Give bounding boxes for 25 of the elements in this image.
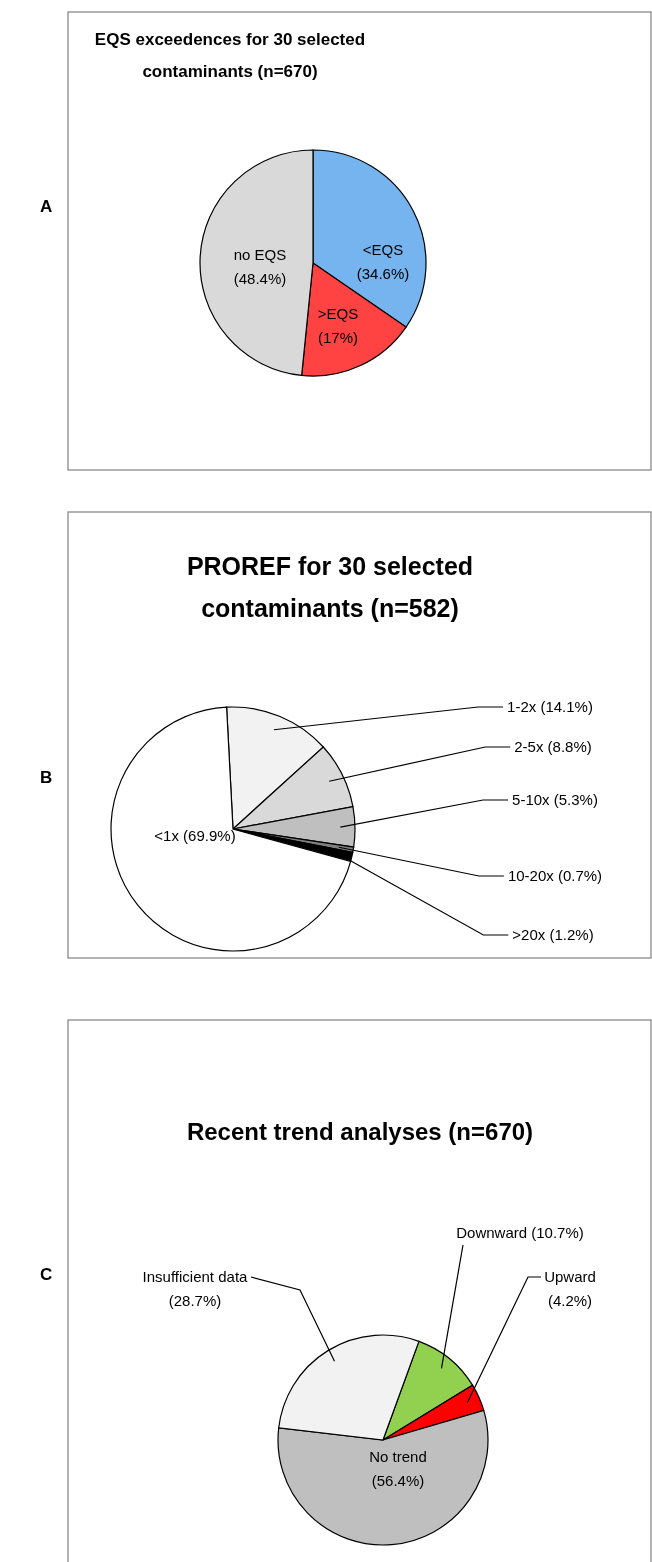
slice-label: Insufficient data <box>142 1268 249 1285</box>
slice-label: 1-2x (14.1%) <box>507 698 593 715</box>
slice-label: No trend <box>369 1448 427 1465</box>
slice-label: 10-20x (0.7%) <box>507 867 603 884</box>
slice-label: <EQS <box>362 241 404 258</box>
slice-label: <1x (69.9%) <box>154 827 236 844</box>
text: B <box>40 768 53 787</box>
text: C <box>40 1265 53 1284</box>
chart-title: EQS exceedences for 30 selected contaminants (n=670) <box>94 30 366 81</box>
slice-label: >EQS <box>317 305 359 322</box>
data-label: (4.2%) <box>547 1292 593 1309</box>
slice-label: Downward (10.7%) <box>456 1224 584 1241</box>
text: A <box>40 197 53 216</box>
slice-label: 5-10x (5.3%) <box>512 791 598 808</box>
slice-label: 2-5x (8.8%) <box>514 738 592 755</box>
data-label: (34.6%) <box>356 265 410 282</box>
chart-title: Recent trend analyses (n=670) <box>186 1118 534 1145</box>
data-label: (28.7%) <box>168 1292 222 1309</box>
slice-label: >20x (1.2%) <box>512 926 594 943</box>
data-label: (56.4%) <box>371 1472 425 1489</box>
slice-label: no EQS <box>233 246 287 263</box>
chart-title: PROREF for 30 selected contaminants (n=582) <box>186 552 474 622</box>
data-label: (48.4%) <box>233 270 287 287</box>
data-label: (17%) <box>317 329 359 346</box>
slice-label: Upward <box>544 1268 596 1285</box>
